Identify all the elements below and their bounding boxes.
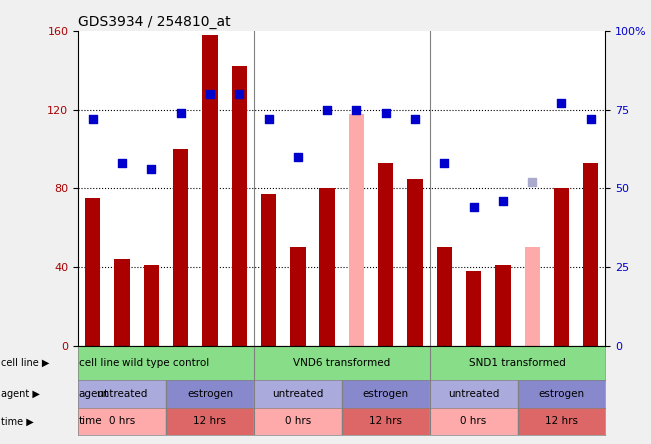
- Text: time ▶: time ▶: [1, 416, 33, 426]
- Point: [87, 115, 98, 123]
- Text: agent ▶: agent ▶: [1, 389, 40, 399]
- Point: [556, 100, 566, 107]
- Bar: [78, 380, 166, 408]
- Bar: [518, 408, 605, 435]
- Text: wild type control: wild type control: [122, 358, 210, 368]
- Bar: [518, 380, 605, 408]
- Text: 0 hrs: 0 hrs: [460, 416, 487, 426]
- Bar: [78, 408, 166, 435]
- Bar: [261, 194, 276, 346]
- Bar: [430, 408, 518, 435]
- Point: [410, 115, 421, 123]
- Point: [527, 178, 538, 186]
- Point: [469, 204, 479, 211]
- Bar: [254, 380, 342, 408]
- Text: untreated: untreated: [448, 389, 499, 399]
- Bar: [437, 247, 452, 346]
- Bar: [430, 380, 518, 408]
- Point: [175, 109, 186, 116]
- Bar: [85, 198, 100, 346]
- Bar: [583, 163, 598, 346]
- Bar: [166, 380, 254, 408]
- Bar: [166, 408, 254, 435]
- Bar: [173, 149, 188, 346]
- Point: [234, 91, 245, 98]
- Bar: [349, 114, 364, 346]
- Bar: [115, 259, 130, 346]
- Bar: [254, 346, 430, 380]
- Bar: [342, 408, 430, 435]
- Bar: [290, 247, 305, 346]
- Text: SND1 transformed: SND1 transformed: [469, 358, 566, 368]
- Text: 0 hrs: 0 hrs: [284, 416, 311, 426]
- Point: [352, 106, 362, 113]
- Point: [292, 153, 303, 160]
- Bar: [408, 178, 422, 346]
- Text: 12 hrs: 12 hrs: [545, 416, 578, 426]
- Bar: [554, 188, 569, 346]
- Bar: [378, 163, 393, 346]
- Point: [439, 160, 449, 167]
- Text: 0 hrs: 0 hrs: [109, 416, 135, 426]
- Text: time: time: [79, 416, 102, 426]
- Point: [322, 106, 332, 113]
- Bar: [232, 67, 247, 346]
- Text: untreated: untreated: [96, 389, 148, 399]
- Point: [204, 91, 215, 98]
- Bar: [466, 271, 481, 346]
- Text: untreated: untreated: [272, 389, 324, 399]
- Text: cell line ▶: cell line ▶: [1, 358, 49, 368]
- Text: estrogen: estrogen: [187, 389, 233, 399]
- Bar: [320, 188, 335, 346]
- Bar: [78, 346, 254, 380]
- Bar: [525, 247, 540, 346]
- Point: [586, 115, 596, 123]
- Text: estrogen: estrogen: [538, 389, 585, 399]
- Point: [263, 115, 274, 123]
- Text: 12 hrs: 12 hrs: [193, 416, 227, 426]
- Text: cell line: cell line: [79, 358, 119, 368]
- Bar: [495, 265, 510, 346]
- Text: VND6 transformed: VND6 transformed: [293, 358, 391, 368]
- Bar: [202, 35, 217, 346]
- Bar: [342, 380, 430, 408]
- Text: agent: agent: [79, 389, 109, 399]
- Text: 12 hrs: 12 hrs: [369, 416, 402, 426]
- Bar: [254, 408, 342, 435]
- Text: GDS3934 / 254810_at: GDS3934 / 254810_at: [78, 15, 230, 29]
- Point: [380, 109, 391, 116]
- Bar: [430, 346, 605, 380]
- Point: [497, 198, 508, 205]
- Point: [146, 166, 156, 173]
- Text: estrogen: estrogen: [363, 389, 409, 399]
- Bar: [144, 265, 159, 346]
- Point: [117, 160, 127, 167]
